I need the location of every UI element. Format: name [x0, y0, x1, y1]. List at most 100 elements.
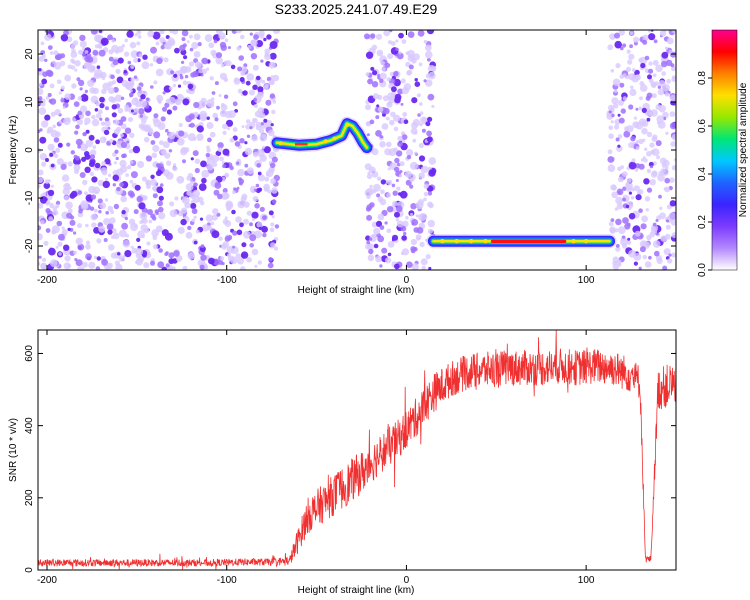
noise-speckle — [610, 69, 615, 73]
noise-speckle — [77, 96, 83, 101]
noise-speckle — [150, 213, 156, 219]
noise-speckle — [125, 173, 129, 177]
noise-speckle — [386, 141, 392, 148]
noise-speckle — [58, 252, 62, 256]
noise-speckle — [151, 229, 159, 237]
noise-speckle — [171, 266, 176, 270]
noise-speckle — [237, 88, 243, 94]
noise-speckle — [256, 91, 264, 99]
noise-speckle — [250, 39, 258, 47]
noise-speckle — [666, 37, 674, 45]
noise-speckle — [104, 158, 111, 165]
noise-speckle — [626, 49, 631, 54]
noise-speckle — [655, 64, 663, 73]
noise-speckle — [627, 59, 633, 65]
noise-speckle — [369, 184, 373, 189]
noise-speckle — [108, 49, 114, 55]
signal-hotspot — [468, 239, 474, 244]
noise-speckle — [95, 113, 102, 119]
noise-speckle — [213, 189, 220, 196]
spectrogram-signal-tracks — [270, 116, 617, 249]
noise-speckle — [270, 242, 276, 248]
noise-speckle — [77, 243, 85, 251]
noise-speckle — [265, 99, 272, 106]
noise-speckle — [192, 150, 199, 157]
snr-panel: -200 -100 0 100 0 200 400 600 Height of straig… — [8, 329, 677, 596]
noise-speckle — [60, 85, 65, 90]
noise-speckle — [75, 259, 83, 267]
noise-speckle — [229, 256, 238, 265]
noise-speckle — [240, 251, 249, 259]
noise-speckle — [370, 33, 376, 39]
noise-speckle — [62, 244, 70, 251]
noise-speckle — [165, 128, 169, 133]
noise-speckle — [668, 49, 673, 54]
noise-speckle — [200, 244, 205, 249]
noise-speckle — [201, 169, 210, 178]
noise-speckle — [262, 232, 267, 238]
noise-speckle — [639, 246, 646, 253]
noise-speckle — [628, 73, 636, 81]
noise-speckle — [124, 38, 128, 43]
noise-speckle — [232, 245, 236, 249]
noise-speckle — [366, 173, 373, 179]
noise-speckle — [44, 58, 48, 62]
noise-speckle — [139, 114, 143, 118]
noise-speckle — [237, 257, 244, 265]
noise-speckle — [671, 134, 676, 141]
noise-speckle — [135, 258, 143, 266]
noise-speckle — [105, 106, 109, 111]
noise-speckle — [81, 52, 87, 57]
noise-speckle — [247, 44, 252, 49]
noise-speckle — [185, 231, 193, 239]
noise-speckle — [75, 124, 80, 130]
noise-speckle — [130, 245, 134, 249]
noise-speckle — [649, 165, 654, 169]
noise-speckle — [86, 56, 94, 63]
noise-speckle — [193, 182, 198, 187]
noise-speckle — [608, 221, 614, 227]
noise-speckle — [624, 223, 631, 230]
noise-speckle — [377, 235, 385, 243]
noise-speckle — [158, 100, 162, 104]
noise-speckle — [71, 48, 76, 53]
noise-speckle — [141, 219, 145, 223]
noise-speckle — [427, 191, 433, 196]
noise-speckle — [158, 248, 163, 253]
noise-speckle — [633, 253, 642, 261]
noise-speckle — [256, 163, 262, 168]
noise-speckle — [190, 157, 194, 161]
noise-speckle — [393, 126, 399, 132]
noise-speckle — [412, 138, 417, 143]
noise-speckle — [222, 130, 227, 135]
noise-speckle — [611, 113, 615, 118]
noise-speckle — [416, 93, 421, 98]
noise-speckle — [103, 238, 108, 242]
spectrogram-y-ticks: -20 -10 0 10 20 — [24, 48, 676, 253]
noise-speckle — [151, 186, 157, 191]
noise-speckle — [166, 109, 172, 115]
noise-speckle — [121, 44, 126, 48]
noise-speckle — [272, 30, 281, 34]
noise-speckle — [44, 114, 51, 121]
noise-speckle — [77, 211, 84, 218]
noise-speckle — [150, 46, 157, 54]
noise-speckle — [234, 141, 241, 147]
noise-speckle — [193, 51, 201, 58]
noise-speckle — [386, 101, 393, 108]
y-tick-label: -20 — [24, 238, 35, 253]
noise-speckle — [129, 192, 135, 198]
noise-speckle — [272, 100, 277, 104]
noise-speckle — [222, 164, 227, 169]
noise-speckle — [136, 41, 141, 46]
noise-speckle — [200, 254, 207, 261]
noise-speckle — [658, 80, 666, 87]
noise-speckle — [194, 167, 200, 174]
noise-speckle — [376, 193, 381, 198]
noise-speckle — [264, 83, 269, 88]
noise-speckle — [66, 212, 73, 219]
noise-speckle — [610, 218, 615, 223]
noise-speckle — [615, 196, 623, 205]
noise-speckle — [400, 225, 407, 232]
noise-speckle — [177, 84, 182, 88]
